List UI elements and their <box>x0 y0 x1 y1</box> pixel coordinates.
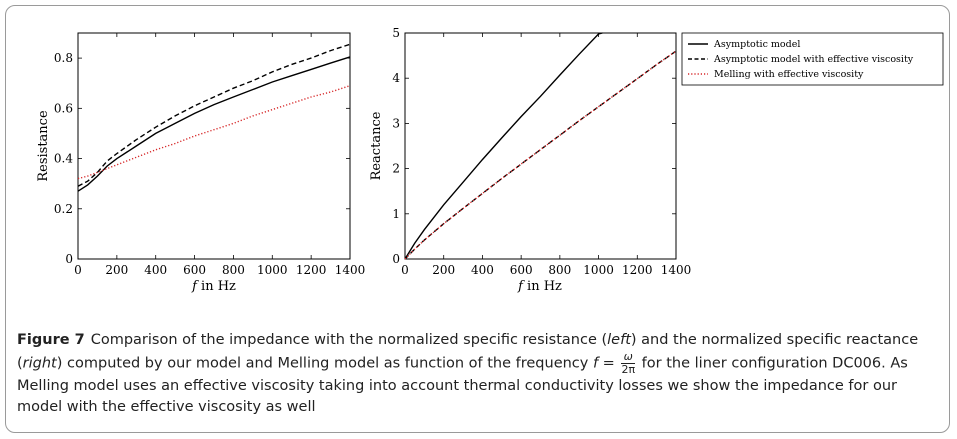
series-line-solid <box>77 56 351 192</box>
caption-text: Comparison of the impedance with the nor… <box>90 332 608 348</box>
caption-left: left <box>607 332 631 348</box>
x-tick-label: 0 <box>74 263 82 277</box>
y-tick-label: 2 <box>392 162 400 176</box>
legend-entry: Melling with effective viscosity <box>714 69 864 80</box>
series-line-solid <box>404 32 603 260</box>
y-tick-label: 5 <box>392 26 400 40</box>
x-tick-label: 800 <box>548 263 571 277</box>
x-tick-label: 1400 <box>335 263 366 277</box>
reactance-plot-frame <box>404 32 677 260</box>
caption-fraction-den: 2π <box>621 363 636 376</box>
reactance-series <box>404 32 677 260</box>
reactance-ylabel: Reactance <box>369 111 384 180</box>
legend-entry: Asymptotic model <box>713 39 800 50</box>
y-tick-label: 0 <box>65 252 73 266</box>
y-tick-label: 0 <box>392 252 400 266</box>
reactance-xlabel: f in Hz <box>517 279 562 294</box>
figure-caption: Figure 7 Comparison of the impedance with… <box>17 330 942 418</box>
x-tick-label: 1200 <box>622 263 653 277</box>
y-tick-label: 4 <box>392 71 400 85</box>
x-tick-label: 0 <box>401 263 409 277</box>
x-tick-label: 200 <box>432 263 455 277</box>
reactance-chart: 0 200 400 600 800 1000 1200 1400 0 1 2 3 4 5 Reactanc… <box>369 26 691 294</box>
x-tick-label: 1000 <box>257 263 288 277</box>
y-tick-label: 0.4 <box>54 152 73 166</box>
legend: Asymptotic model Asymptotic model with e… <box>681 32 944 86</box>
resistance-ylabel: Resistance <box>36 110 51 182</box>
caption-fraction-num: ω <box>621 351 636 364</box>
series-line-dotted <box>77 85 351 180</box>
figure-frame <box>5 5 950 433</box>
caption-label: Figure 7 <box>17 332 85 348</box>
series-line-dashed <box>404 50 677 260</box>
resistance-series <box>77 43 351 192</box>
x-tick-label: 1400 <box>661 263 692 277</box>
x-tick-label: 600 <box>510 263 533 277</box>
caption-f: f <box>592 355 599 372</box>
x-tick-label: 200 <box>105 263 128 277</box>
y-tick-label: 0.8 <box>54 51 73 65</box>
resistance-xlabel: f in Hz <box>191 279 236 294</box>
caption-eq: = <box>598 355 620 372</box>
x-tick-label: 400 <box>144 263 167 277</box>
y-tick-label: 3 <box>392 116 400 130</box>
caption-text: for the liner configuration DC006. As Me… <box>17 355 908 416</box>
resistance-chart: 0 200 400 600 800 1000 1200 1400 0 0.2 0.4 0.6 0.8 R… <box>36 32 365 294</box>
x-tick-label: 600 <box>183 263 206 277</box>
y-tick-label: 0.6 <box>54 101 73 115</box>
legend-entry: Asymptotic model with effective viscosit… <box>713 54 914 65</box>
caption-text: ) computed by our model and Melling mode… <box>56 355 593 372</box>
y-tick-label: 1 <box>392 207 400 221</box>
x-tick-label: 1200 <box>296 263 327 277</box>
reactance-ticks: 0 200 400 600 800 1000 1200 1400 0 1 2 3 4 5 <box>392 26 691 277</box>
series-line-dotted <box>404 50 677 260</box>
caption-text: ) and the normalized specific reactance … <box>17 332 919 372</box>
legend-box <box>681 32 944 86</box>
x-tick-label: 400 <box>471 263 494 277</box>
caption-fraction: ω 2π <box>621 351 636 376</box>
caption-right: right <box>22 355 57 372</box>
x-tick-label: 1000 <box>583 263 614 277</box>
resistance-ticks: 0 200 400 600 800 1000 1200 1400 0 0.2 0.4 0.6 0.8 <box>54 33 365 277</box>
resistance-plot-frame <box>77 32 351 260</box>
x-tick-label: 800 <box>222 263 245 277</box>
y-tick-label: 0.2 <box>54 202 73 216</box>
series-line-dashed <box>77 43 351 187</box>
